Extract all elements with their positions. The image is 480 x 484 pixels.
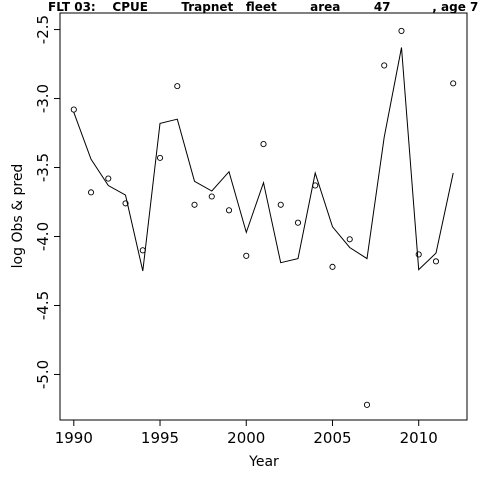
- y-tick-label: -4.0: [34, 222, 52, 251]
- observed-point: [105, 175, 112, 182]
- y-axis: -2.5 -3.0 -3.5 -4.0 -4.5 -5.0: [34, 15, 60, 389]
- observed-point: [398, 27, 405, 34]
- y-tick-label: -2.5: [34, 15, 52, 44]
- x-tick-label: 2010: [400, 429, 438, 447]
- observed-point: [225, 207, 233, 214]
- observed-point: [260, 141, 267, 148]
- observed-point: [346, 236, 353, 243]
- y-tick-label: -5.0: [34, 360, 52, 389]
- observed-point: [381, 62, 388, 69]
- series-layer: [70, 27, 457, 408]
- x-tick-label: 1990: [55, 429, 93, 447]
- y-tick-label: -3.5: [34, 153, 52, 182]
- x-tick-label: 1995: [141, 429, 179, 447]
- observed-point: [70, 106, 77, 113]
- x-axis: 1990 1995 2000 2005 2010: [55, 420, 438, 447]
- y-axis-title: log Obs & pred: [10, 164, 26, 269]
- observed-point: [277, 201, 284, 208]
- observed-point: [208, 193, 215, 200]
- chart-title: FLT 03: CPUE Trapnet fleet area 47 , age…: [48, 0, 478, 14]
- observed-point: [191, 201, 198, 208]
- observed-point: [174, 83, 181, 90]
- observed-point: [243, 252, 250, 259]
- observed-point: [363, 401, 371, 408]
- predicted-line: [73, 47, 454, 272]
- x-axis-title: Year: [248, 454, 279, 470]
- x-tick-label: 2000: [227, 429, 265, 447]
- observed-point: [294, 219, 302, 226]
- observed-point: [432, 258, 440, 265]
- observed-point: [415, 251, 422, 258]
- observed-point: [87, 189, 95, 196]
- y-tick-label: -3.0: [34, 84, 52, 113]
- plot-frame: [59, 12, 468, 421]
- observed-point: [122, 200, 129, 207]
- observed-point: [450, 80, 457, 87]
- observed-point: [156, 154, 164, 161]
- observed-point: [329, 263, 336, 270]
- x-tick-label: 2005: [313, 429, 351, 447]
- y-tick-label: -4.5: [34, 291, 52, 320]
